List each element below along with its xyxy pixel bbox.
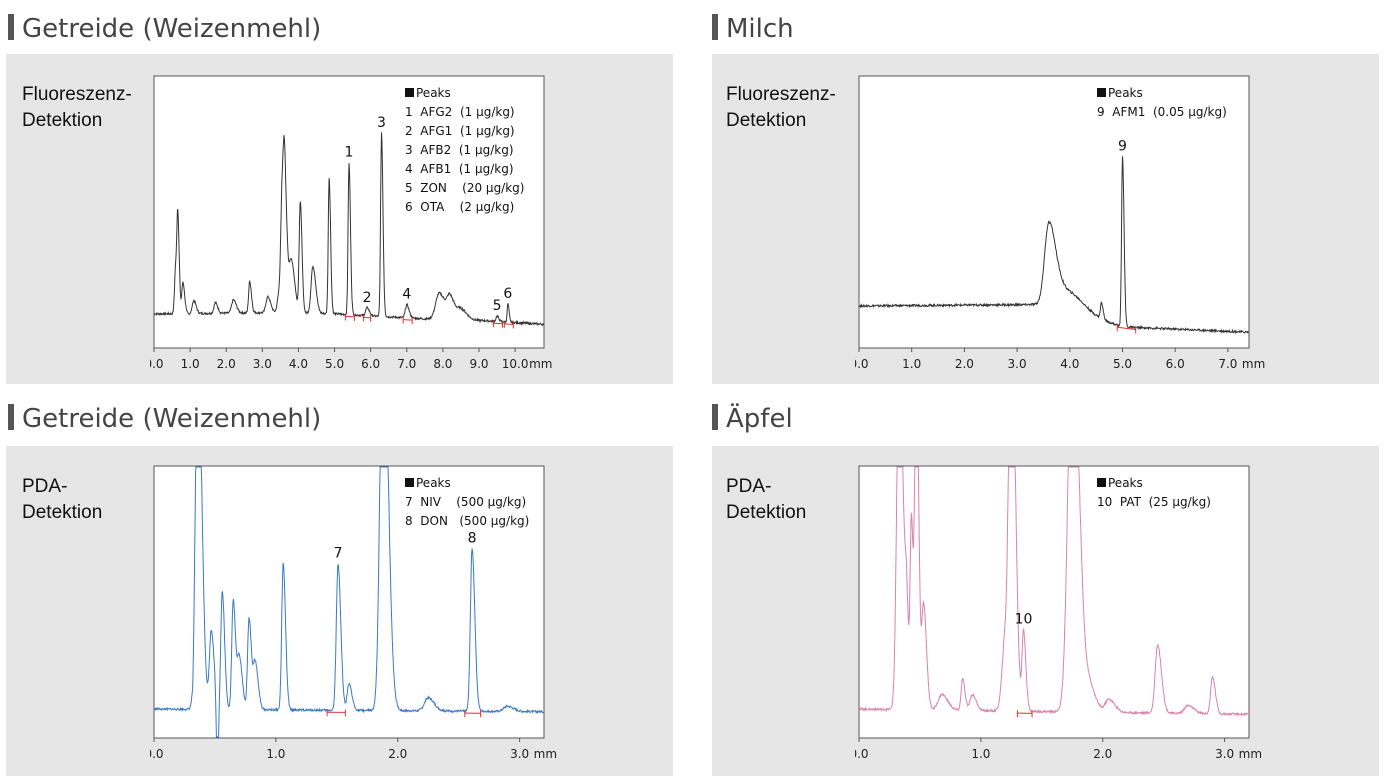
section-title-grain-pda: Getreide (Weizenmehl): [8, 404, 321, 434]
integration-baseline: [1117, 326, 1136, 330]
x-tick-label: 4.0: [1060, 357, 1079, 371]
section-title-apples: Äpfel: [712, 404, 793, 434]
x-tick-label: 2.0: [388, 747, 407, 761]
legend-square-icon: [405, 478, 414, 487]
legend-header: Peaks: [416, 476, 451, 490]
legend-entry: 4 AFB1 (1 µg/kg): [405, 162, 514, 176]
x-tick-label: 3.0: [253, 357, 272, 371]
x-tick-label: 0.0: [150, 747, 164, 761]
legend-entry: 9 AFM1 (0.05 µg/kg): [1097, 105, 1227, 119]
x-tick-label: 1.0: [266, 747, 285, 761]
detection-label: Fluoreszenz- Detektion: [22, 84, 132, 131]
legend-entry: 2 AFG1 (1 µg/kg): [405, 124, 515, 138]
x-tick-label: 2.0: [217, 357, 236, 371]
x-tick-label: 6.0: [361, 357, 380, 371]
peak-label: 2: [363, 290, 372, 306]
section-title-text: Äpfel: [726, 404, 793, 434]
legend-header: Peaks: [1108, 476, 1143, 490]
title-bar: [712, 404, 718, 430]
chromatogram-grain-fluorescence: 1 2 3 4 56 0.0 1.0 2.0 3.0 4.0 5.0 6.0 7.0 8.0 9.0 10.0…: [150, 75, 553, 371]
section-title-text: Getreide (Weizenmehl): [22, 404, 322, 434]
plot-frame: [153, 465, 545, 739]
x-axis-unit: mm: [1239, 747, 1262, 761]
peak-label: 3: [377, 115, 386, 131]
x-tick-label: 1.0: [902, 357, 921, 371]
peak-label: 5: [493, 298, 502, 314]
title-bar: [8, 14, 14, 40]
section-title-grain-fluorescence: Getreide (Weizenmehl): [8, 14, 321, 44]
x-tick-label: 7.0: [397, 357, 416, 371]
x-tick-label: 9.0: [469, 357, 488, 371]
chromatogram-grain-pda: 7 8 0.0 1.0 2.0 3.0 mm Peaks 7 NIV (500 µg/kg) 8 …: [150, 465, 557, 761]
title-bar: [712, 14, 718, 40]
integration-baseline: [493, 322, 503, 325]
peak-label: 8: [468, 531, 477, 547]
x-tick-label: 1.0: [181, 357, 200, 371]
x-tick-label: 4.0: [289, 357, 308, 371]
x-tick-label: 7.0: [1218, 357, 1237, 371]
title-bar: [8, 404, 14, 430]
legend-square-icon: [1097, 478, 1106, 487]
legend-entry: 1 AFG2 (1 µg/kg): [405, 105, 515, 119]
chromatogram-milk: 9 0.0 1.0 2.0 3.0 4.0 5.0 6.0 7.0 mm Peaks 9 AFM1 (…: [855, 75, 1265, 371]
x-tick-label: 10.0: [502, 357, 529, 371]
peak-label: 10: [1015, 612, 1033, 628]
x-tick-label: 2.0: [955, 357, 974, 371]
x-axis-unit: mm: [529, 357, 552, 371]
legend-entry: 7 NIV (500 µg/kg): [405, 495, 526, 509]
legend-entry: 8 DON (500 µg/kg): [405, 514, 529, 528]
section-title-text: Milch: [726, 14, 794, 44]
peak-label: 4: [402, 287, 411, 303]
legend-entry: 3 AFB2 (1 µg/kg): [405, 143, 514, 157]
chromatogram-trace: [859, 156, 1249, 335]
x-tick-label: 0.0: [855, 357, 869, 371]
legend-header: Peaks: [416, 86, 451, 100]
chromatogram-trace: [154, 466, 544, 738]
x-tick-label: 5.0: [325, 357, 344, 371]
chromatogram-trace: [154, 132, 544, 327]
section-title-milk: Milch: [712, 14, 794, 44]
x-tick-label: 1.0: [971, 747, 990, 761]
detection-label: PDA- Detektion: [726, 476, 807, 523]
x-tick-label: 5.0: [1113, 357, 1132, 371]
peak-label: 9: [1118, 139, 1127, 155]
x-axis-unit: mm: [1242, 357, 1265, 371]
x-tick-label: 3.0: [1008, 357, 1027, 371]
legend-entry: 5 ZON (20 µg/kg): [405, 181, 524, 195]
legend-square-icon: [1097, 88, 1106, 97]
x-tick-label: 3.0: [1215, 747, 1234, 761]
integration-baseline: [403, 319, 413, 321]
x-axis-unit: mm: [534, 747, 557, 761]
peak-label: 7: [334, 546, 343, 562]
plot-frame: [153, 75, 545, 349]
legend-header: Peaks: [1108, 86, 1143, 100]
legend-entry: 10 PAT (25 µg/kg): [1097, 495, 1211, 509]
section-title-text: Getreide (Weizenmehl): [22, 14, 322, 44]
x-tick-label: 8.0: [433, 357, 452, 371]
plot-frame: [858, 75, 1250, 349]
integration-baseline: [504, 323, 514, 325]
detection-label: Fluoreszenz- Detektion: [726, 84, 836, 131]
x-tick-label: 2.0: [1093, 747, 1112, 761]
chromatogram-apples: 10 0.0 1.0 2.0 3.0 mm Peaks 10 PAT (25 µg/kg): [855, 465, 1262, 761]
x-tick-label: 3.0: [510, 747, 529, 761]
legend-entry: 6 OTA (2 µg/kg): [405, 200, 514, 214]
peak-label: 6: [503, 286, 512, 302]
x-tick-label: 6.0: [1166, 357, 1185, 371]
peak-label: 1: [345, 145, 354, 161]
detection-label: PDA- Detektion: [22, 476, 103, 523]
integration-baseline: [345, 315, 355, 318]
x-tick-label: 0.0: [150, 357, 164, 371]
legend-square-icon: [405, 88, 414, 97]
x-tick-label: 0.0: [855, 747, 869, 761]
chromatogram-trace: [859, 466, 1249, 717]
